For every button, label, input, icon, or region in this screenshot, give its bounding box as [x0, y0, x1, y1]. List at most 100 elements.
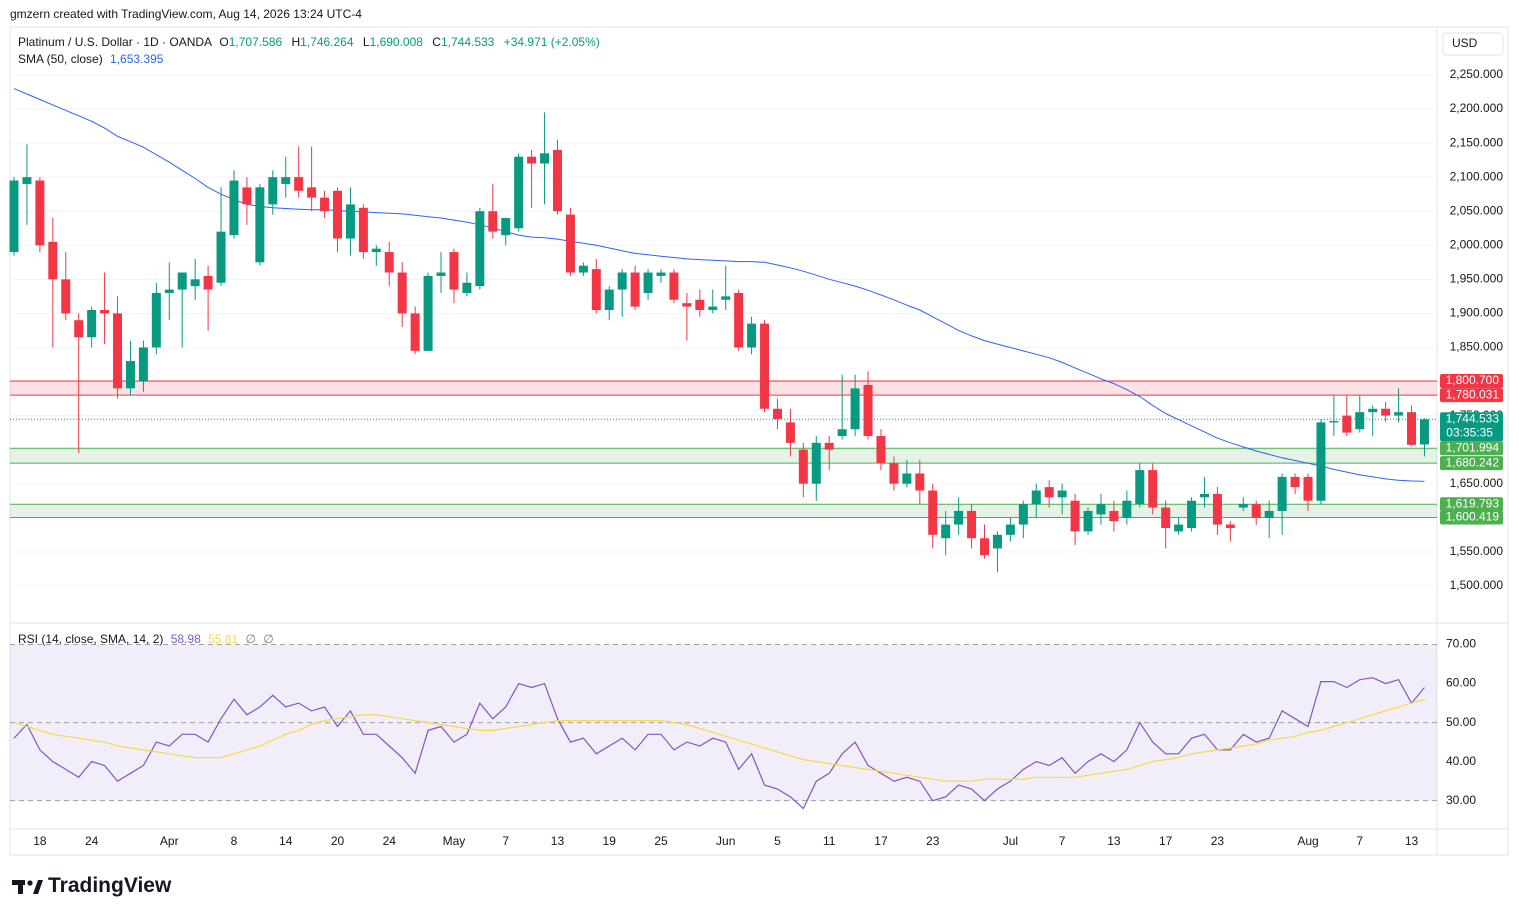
- candle-body: [876, 436, 886, 464]
- candle-body: [61, 279, 71, 314]
- y-tick-label: 1,900.000: [1450, 306, 1504, 320]
- candle-body: [501, 218, 511, 236]
- candle-body: [151, 292, 161, 348]
- legend-value: 1,707.586: [228, 35, 283, 49]
- sma-name: SMA (50, close): [18, 52, 103, 66]
- candle-body: [138, 347, 148, 382]
- candle-body: [811, 442, 821, 484]
- candle-body: [514, 156, 524, 229]
- candle-body: [203, 275, 213, 290]
- zone-label-box: [1440, 388, 1503, 403]
- x-tick-label: Apr: [160, 834, 179, 848]
- candle-body: [423, 275, 433, 351]
- zone-label: 1,680.242: [1446, 455, 1500, 469]
- candle-body: [255, 187, 265, 263]
- y-tick-label: 2,200.000: [1450, 101, 1504, 115]
- last-price-label: 1,744.533: [1446, 411, 1500, 425]
- y-tick-label: 1,650.000: [1450, 476, 1504, 490]
- candle-body: [1277, 476, 1287, 511]
- y-tick-label: 40.00: [1446, 754, 1476, 768]
- x-tick-label: Jun: [716, 834, 735, 848]
- candle-body: [436, 272, 446, 276]
- logo-icon: [12, 880, 43, 894]
- y-tick-label: 2,100.000: [1450, 169, 1504, 183]
- candle-body: [1070, 500, 1080, 532]
- candle-body: [125, 361, 135, 389]
- legend-value: 1,690.008: [369, 35, 423, 49]
- legend-item: H1,746.264: [291, 35, 353, 49]
- legend-item: L1,690.008: [363, 35, 423, 49]
- zone-label: 1,619.793: [1446, 496, 1500, 510]
- zone-label: 1,800.700: [1446, 373, 1500, 387]
- candle-body: [397, 272, 407, 314]
- x-tick-label: 24: [85, 834, 99, 848]
- candle-body: [1342, 415, 1352, 433]
- candle-body: [190, 279, 200, 287]
- candle-body: [229, 180, 239, 236]
- candle-body: [617, 272, 627, 290]
- candle-body: [565, 214, 575, 273]
- chart-frame: [9, 26, 1509, 856]
- candle-body: [734, 292, 744, 348]
- candle-body: [643, 272, 653, 293]
- candle-body: [1044, 487, 1054, 498]
- sma-value: 1,653.395: [110, 52, 164, 66]
- zone: [10, 504, 1437, 518]
- candle-body: [462, 282, 472, 293]
- candle-body: [1005, 524, 1015, 535]
- legend-key: C: [432, 35, 441, 49]
- x-tick-label: Jul: [1003, 834, 1018, 848]
- candle-body: [384, 252, 394, 273]
- y-tick-label: 2,150.000: [1450, 135, 1504, 149]
- x-tick-label: 25: [654, 834, 668, 848]
- candle-body: [320, 197, 330, 212]
- y-tick-label: 2,250.000: [1450, 67, 1504, 81]
- series-line: [13, 677, 1425, 810]
- candle-body: [1329, 421, 1339, 423]
- y-tick-label: 1,850.000: [1450, 340, 1504, 354]
- x-tick-label: 13: [551, 834, 565, 848]
- sma-line: [13, 88, 1425, 482]
- candle-body: [837, 429, 847, 437]
- candle-body: [798, 449, 808, 484]
- candle-body: [410, 313, 420, 351]
- x-tick-label: 7: [1356, 834, 1363, 848]
- candle-body: [1018, 504, 1028, 525]
- candle-body: [747, 323, 757, 348]
- candle-body: [992, 534, 1002, 549]
- zone-label-box: [1440, 497, 1503, 512]
- currency-box[interactable]: [1442, 32, 1504, 56]
- candle-body: [333, 190, 342, 239]
- candle-body: [281, 177, 291, 184]
- candle-body: [294, 177, 304, 191]
- candle-body: [591, 269, 601, 310]
- symbol-title: Platinum / U.S. Dollar · 1D · OANDA: [18, 35, 213, 49]
- candle-body: [824, 442, 834, 450]
- candle-body: [669, 272, 679, 300]
- candle-body: [682, 303, 692, 307]
- candle-body: [87, 309, 97, 338]
- rsi-empty-value: ∅: [245, 632, 256, 646]
- zone: [10, 448, 1437, 464]
- candle-body: [656, 272, 666, 276]
- x-tick-label: 13: [1107, 834, 1121, 848]
- candle-body: [268, 177, 278, 205]
- legend-item: O1,707.586: [219, 35, 282, 49]
- candle-body: [345, 204, 355, 239]
- candle-body: [1381, 408, 1391, 416]
- x-tick-label: 11: [823, 834, 836, 848]
- candle-body: [1031, 490, 1041, 505]
- candle-body: [552, 149, 562, 212]
- candle-body: [889, 463, 899, 484]
- candle-body: [1251, 504, 1261, 518]
- zone-label-box: [1440, 441, 1503, 456]
- candle-body: [1122, 500, 1132, 518]
- candle-body: [527, 156, 537, 164]
- candle-body: [967, 510, 977, 539]
- candle-body: [1238, 504, 1248, 508]
- candle-body: [708, 306, 718, 310]
- legend-key: O: [219, 35, 229, 49]
- currency: USD: [1452, 36, 1478, 50]
- candle-body: [100, 309, 110, 314]
- header-text: gmzern created with TradingView.com, Aug…: [10, 7, 362, 21]
